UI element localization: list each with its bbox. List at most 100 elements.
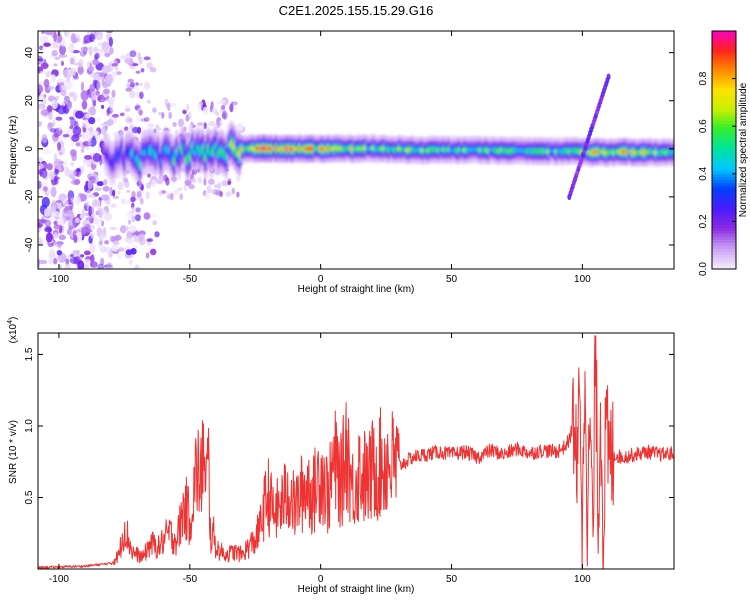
heatmap-cell — [106, 119, 114, 126]
heatmap-cell — [111, 71, 118, 77]
snr-x-tick-label: -100 — [49, 574, 69, 585]
colorbar-segment — [712, 60, 736, 65]
heatmap-cell — [95, 219, 103, 228]
heatmap-cell — [143, 212, 151, 220]
heatmap-cell — [81, 164, 86, 168]
heatmap-cell — [89, 194, 96, 198]
colorbar-segment — [712, 260, 736, 264]
heatmap-cell — [87, 66, 95, 72]
heatmap-frame — [37, 30, 675, 270]
heatmap-cell — [66, 228, 72, 235]
colorbar-segment — [712, 209, 736, 214]
heatmap-cell — [40, 109, 50, 116]
heatmap-cell — [225, 191, 232, 197]
heatmap-cell — [137, 107, 143, 111]
heatmap-cell — [202, 106, 209, 115]
heatmap-cell — [57, 105, 67, 115]
colorbar-segment — [712, 248, 736, 252]
heatmap-cell — [197, 104, 202, 112]
colorbar-segment — [712, 51, 736, 56]
colorbar-segment — [712, 84, 736, 89]
colorbar-segment — [712, 72, 736, 77]
heatmap-cell — [135, 70, 141, 74]
colorbar-segment — [712, 48, 736, 53]
heatmap-cell — [216, 122, 221, 129]
heatmap-cell — [80, 46, 89, 51]
heatmap-cell — [103, 88, 111, 95]
heatmap-cell — [84, 229, 93, 233]
colorbar-segment — [712, 123, 736, 127]
colorbar-segment — [712, 144, 736, 148]
colorbar-segment — [712, 102, 736, 106]
colorbar-segment — [712, 194, 736, 199]
heatmap-cell — [73, 76, 80, 80]
heatmap-x-tick-label: -100 — [49, 274, 69, 285]
heatmap-cell — [129, 82, 136, 88]
heatmap-cell — [139, 91, 144, 100]
heatmap-cell — [54, 220, 59, 227]
heatmap-cell — [45, 232, 53, 243]
heatmap-cell — [38, 240, 43, 246]
colorbar-segment — [712, 254, 736, 258]
colorbar-segment — [712, 251, 736, 255]
heatmap-cell — [80, 254, 85, 258]
heatmap-cell — [126, 189, 130, 193]
heatmap-cell — [125, 116, 133, 124]
heatmap-cell — [103, 246, 112, 253]
colorbar-segment — [712, 176, 736, 181]
heatmap-cell — [197, 176, 203, 184]
heatmap-cell — [82, 119, 90, 128]
heatmap-cell — [41, 168, 48, 179]
heatmap-cell — [217, 100, 221, 105]
heatmap-y-tick-label: 40 — [24, 47, 35, 59]
heatmap-cell — [85, 132, 93, 143]
heatmap-cell — [62, 134, 70, 138]
heatmap-cell — [59, 151, 63, 156]
heatmap-cell — [63, 80, 73, 90]
heatmap-cell — [101, 65, 111, 74]
heatmap-cell — [99, 233, 108, 240]
heatmap-cell — [73, 178, 81, 185]
heatmap-cell — [137, 82, 143, 87]
heatmap-cell — [94, 187, 102, 192]
heatmap-cell — [38, 58, 43, 62]
heatmap-cell — [134, 86, 140, 91]
heatmap-cell — [102, 209, 107, 220]
heatmap-cell — [65, 210, 75, 217]
heatmap-cell — [136, 190, 142, 198]
heatmap-cell — [147, 123, 154, 128]
heatmap-cell — [178, 118, 184, 128]
heatmap-cell — [111, 244, 119, 252]
colorbar-segment — [712, 197, 736, 202]
heatmap-cell — [203, 178, 207, 186]
heatmap-cell — [140, 68, 145, 73]
heatmap-cell — [54, 56, 60, 60]
colorbar-segment — [712, 63, 736, 68]
colorbar-segment — [712, 266, 736, 270]
colorbar-segment — [712, 120, 736, 124]
heatmap-cell — [50, 74, 57, 83]
heatmap-x-tick-label: -50 — [183, 274, 198, 285]
heatmap-cell — [219, 191, 224, 198]
colorbar-segment — [712, 203, 736, 208]
heatmap-cell — [95, 31, 103, 41]
colorbar-segment — [712, 188, 736, 193]
colorbar-segment — [712, 78, 736, 83]
heatmap-cell — [87, 179, 94, 190]
heatmap-cell — [109, 235, 115, 243]
colorbar-segment — [712, 36, 736, 41]
colorbar-segment — [712, 230, 736, 234]
colorbar-segment — [712, 99, 736, 103]
heatmap-cell — [146, 62, 153, 70]
heatmap-cell — [208, 120, 216, 127]
heatmap-cell — [170, 103, 177, 107]
heatmap-cell — [174, 189, 181, 194]
heatmap-cell — [114, 66, 119, 71]
heatmap-cell — [63, 130, 67, 134]
heatmap-cell — [167, 102, 171, 112]
heatmap-cell — [93, 46, 99, 53]
heatmap-cell — [55, 116, 63, 121]
heatmap-cell — [121, 198, 126, 204]
heatmap-cell — [236, 191, 240, 198]
colorbar-segment — [712, 108, 736, 112]
